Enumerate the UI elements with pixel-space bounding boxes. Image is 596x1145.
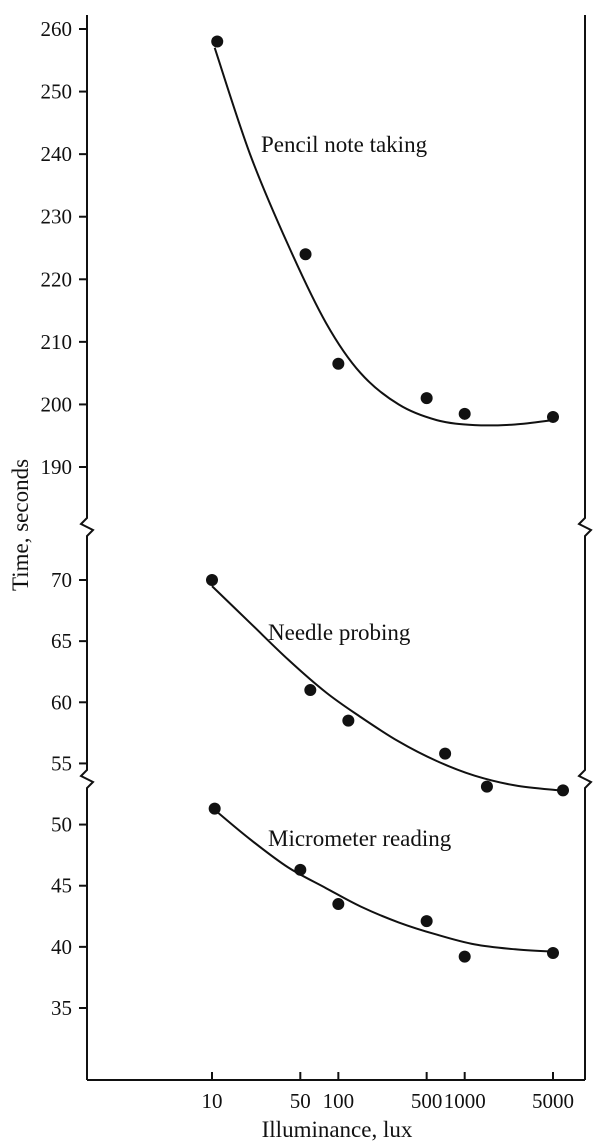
tick-labels: 190 200 210 220 230 240 250 260 35 40 45 50 55 60 65 70… <box>41 17 575 1113</box>
series-label-needle-probing: Needle probing <box>268 620 411 645</box>
data-point-micrometer-reading-4 <box>458 950 471 963</box>
upper-ytick-label-230: 230 <box>41 205 73 229</box>
data-point-needle-probing-3 <box>439 747 452 760</box>
xtick-label-5000: 5000 <box>532 1089 574 1113</box>
lower-ytick-label-70: 70 <box>51 568 72 592</box>
data-points <box>206 35 570 963</box>
data-point-pencil-note-taking-1 <box>299 248 312 261</box>
fit-curve-micrometer-reading <box>214 809 554 953</box>
data-point-needle-probing-1 <box>304 684 317 697</box>
lower-ytick-label-45: 45 <box>51 874 72 898</box>
data-point-micrometer-reading-5 <box>547 946 559 959</box>
tick-marks <box>79 28 554 1080</box>
x-axis-title: Illuminance, lux <box>262 1117 413 1142</box>
data-point-pencil-note-taking-4 <box>458 407 471 420</box>
upper-ytick-label-220: 220 <box>41 267 73 291</box>
xtick-label-500: 500 <box>411 1089 443 1113</box>
data-point-needle-probing-2 <box>342 714 355 727</box>
series-label-pencil-note-taking: Pencil note taking <box>261 132 428 157</box>
lower-ytick-label-35: 35 <box>51 996 72 1020</box>
lower-ytick-label-60: 60 <box>51 690 72 714</box>
fit-curve-pencil-note-taking <box>213 47 554 427</box>
fit-curve-needle-probing <box>211 585 559 792</box>
fitted-curves <box>211 47 559 953</box>
lower-ytick-label-50: 50 <box>51 813 72 837</box>
data-point-micrometer-reading-1 <box>294 863 307 876</box>
lower-ytick-label-65: 65 <box>51 629 72 653</box>
data-point-needle-probing-5 <box>557 784 570 797</box>
data-point-pencil-note-taking-2 <box>332 357 345 370</box>
y-axis-title: Time, seconds <box>8 459 33 591</box>
xtick-label-100: 100 <box>323 1089 355 1113</box>
xtick-label-10: 10 <box>202 1089 223 1113</box>
upper-ytick-label-200: 200 <box>41 392 73 416</box>
xtick-label-50: 50 <box>290 1089 311 1113</box>
data-point-needle-probing-4 <box>480 780 493 793</box>
data-point-pencil-note-taking-5 <box>547 410 559 423</box>
upper-ytick-label-240: 240 <box>41 142 73 166</box>
data-point-micrometer-reading-3 <box>420 915 433 928</box>
upper-ytick-label-250: 250 <box>41 80 73 104</box>
data-point-micrometer-reading-2 <box>332 898 345 911</box>
lower-ytick-label-40: 40 <box>51 935 72 959</box>
upper-ytick-label-210: 210 <box>41 330 73 354</box>
series-label-micrometer-reading: Micrometer reading <box>268 826 452 851</box>
lower-ytick-label-55: 55 <box>51 751 72 775</box>
data-point-needle-probing-0 <box>206 574 218 586</box>
y-axis-line <box>79 15 95 1080</box>
data-point-pencil-note-taking-0 <box>211 35 224 48</box>
data-point-micrometer-reading-0 <box>208 802 221 815</box>
data-point-pencil-note-taking-3 <box>420 392 433 405</box>
right-frame-line <box>577 15 593 1080</box>
xtick-label-1000: 1000 <box>444 1089 486 1113</box>
upper-ytick-label-260: 260 <box>41 17 73 41</box>
upper-ytick-label-190: 190 <box>41 455 73 479</box>
